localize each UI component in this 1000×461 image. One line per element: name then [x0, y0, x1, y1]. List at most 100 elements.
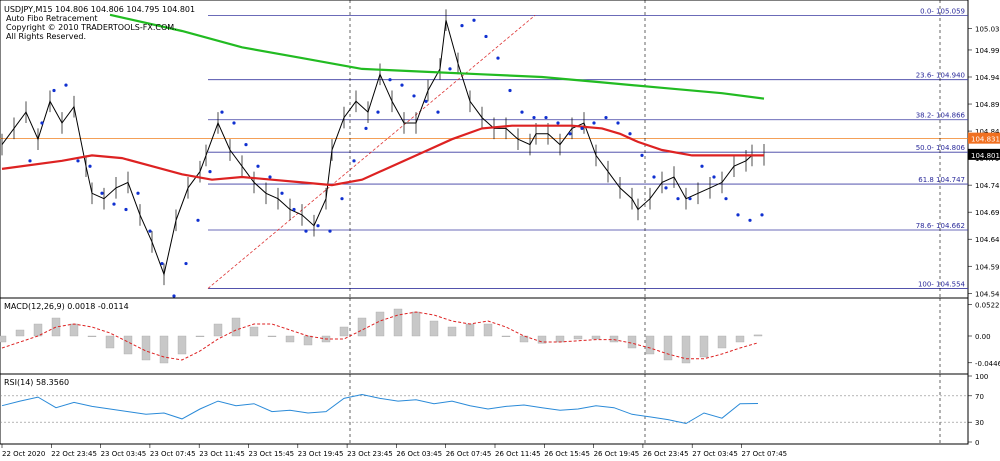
macd-histogram-bar — [537, 335, 547, 344]
sar-dot — [268, 175, 272, 179]
time-tick-label: 22 Oct 2020 — [2, 450, 45, 458]
sar-dot — [676, 197, 680, 201]
sar-dot — [100, 191, 104, 195]
sar-dot — [364, 126, 368, 130]
macd-histogram-bar — [663, 335, 673, 361]
ma-price-badge — [968, 132, 1000, 144]
macd-histogram-bar — [339, 326, 349, 337]
time-tick-label: 27 Oct 03:45 — [692, 450, 738, 458]
sar-dot — [280, 191, 284, 195]
price-line — [1, 20, 765, 277]
macd-histogram-bar — [627, 335, 637, 349]
rsi-y-axis: 100 70 30 0 — [968, 373, 988, 447]
indicator-name: Auto Fibo Retracement — [6, 14, 98, 23]
sar-dot — [232, 121, 236, 125]
sar-dot — [724, 197, 728, 201]
sar-dot — [256, 164, 260, 168]
macd-histogram-bar — [69, 323, 79, 337]
sar-dot — [160, 261, 164, 266]
macd-histogram-bar — [105, 335, 115, 349]
macd-histogram-bar — [357, 317, 367, 337]
sar-dot — [124, 207, 128, 212]
time-tick-label: 23 Oct 15:45 — [249, 450, 295, 458]
macd-histogram-bar — [195, 335, 205, 338]
macd-histogram-bar — [555, 335, 565, 343]
fibo-levels: 0.0- 105.059 23.6- 104.940 38.2- 104.866 50… — [0, 7, 968, 289]
rsi-separators — [0, 374, 968, 444]
fibo-level-label: 38.2- 104.866 — [916, 112, 966, 120]
macd-histogram-bar — [393, 308, 403, 337]
macd-histogram-bar — [735, 335, 745, 343]
sar-dot — [304, 229, 308, 233]
macd-histogram-bar — [483, 323, 493, 337]
sar-dot — [400, 83, 404, 87]
sar-dot — [556, 121, 560, 125]
sar-dot — [496, 56, 500, 60]
time-tick-label: 23 Oct 07:45 — [150, 450, 196, 458]
time-tick-label: 23 Oct 19:45 — [298, 450, 344, 458]
macd-histogram-bar — [573, 335, 583, 340]
ma-price-badge-label: 104.831 — [971, 136, 1000, 144]
current-price-badge-label: 104.801 — [971, 152, 1000, 160]
macd-histogram-bar — [591, 335, 601, 340]
sar-dot — [604, 115, 608, 120]
sar-dot — [748, 218, 752, 222]
sar-dot — [112, 202, 116, 206]
price-y-tick-label: 104.845 — [975, 128, 1000, 136]
price-y-tick-label: 104.895 — [975, 101, 1000, 109]
price-y-tick-label: 104.745 — [975, 182, 1000, 190]
sar-dot — [220, 110, 224, 114]
rsi-series — [1, 393, 759, 425]
time-tick-label: 26 Oct 07:45 — [446, 450, 492, 458]
sar-dot — [508, 88, 512, 93]
sar-dot — [760, 213, 764, 217]
sar-dot — [460, 24, 464, 28]
fibo-trend-line — [207, 15, 536, 289]
macd-histogram-bar — [87, 335, 97, 338]
sar-dot — [640, 153, 644, 158]
sar-dot — [52, 88, 56, 93]
price-pane: 0.0- 105.059 23.6- 104.940 38.2- 104.866 50… — [0, 0, 1000, 299]
price-y-tick-label: 104.645 — [975, 236, 1000, 244]
sar-dot — [88, 164, 92, 168]
macd-histogram-bar — [15, 329, 25, 337]
macd-histogram-bar — [501, 335, 511, 338]
fibo-level-label: 100- 104.554 — [918, 280, 966, 288]
time-tick-label: 27 Oct 07:45 — [742, 450, 788, 458]
macd-histogram-bar — [645, 335, 655, 355]
rsi-y-tick-label: 100 — [975, 373, 988, 381]
sar-dot — [712, 175, 716, 179]
symbol-title: USDJPY,M15 104.806 104.806 104.795 104.8… — [4, 5, 195, 14]
time-axis: 22 Oct 2020 22 Oct 23:45 23 Oct 03:45 23 Oc… — [1, 444, 788, 458]
sar-dot — [700, 164, 704, 168]
macd-histogram-bar — [123, 335, 133, 355]
rsi-y-tick-label: 30 — [975, 419, 984, 427]
rsi-label: RSI(14) 58.3560 — [4, 378, 69, 387]
sar-dot — [148, 229, 152, 233]
time-tick-label: 23 Oct 03:45 — [101, 450, 147, 458]
macd-series — [0, 308, 763, 364]
copyright-text: Copyright © 2010 TRADERTOOLS-FX.COM. — [6, 23, 177, 32]
sar-dot — [28, 159, 32, 163]
macd-histogram-bar — [609, 335, 619, 343]
current-price-badge — [968, 148, 1000, 160]
sar-dot — [40, 121, 44, 125]
macd-histogram-bar — [753, 334, 763, 337]
price-y-tick-label: 104.695 — [975, 209, 1000, 217]
fibo-level-label: 0.0- 105.059 — [920, 7, 965, 15]
sar-dot — [184, 261, 188, 266]
price-y-tick-label: 104.945 — [975, 74, 1000, 82]
sar-dot — [64, 83, 68, 87]
price-y-tick-label: 104.995 — [975, 47, 1000, 55]
time-tick-label: 23 Oct 23:45 — [347, 450, 393, 458]
rights-text: All Rights Reserved. — [6, 32, 86, 41]
sar-dot — [424, 99, 428, 103]
time-tick-label: 26 Oct 23:45 — [643, 450, 689, 458]
macd-histogram-bar — [717, 335, 727, 349]
time-tick-label: 26 Oct 03:45 — [396, 450, 442, 458]
macd-histogram-bar — [0, 335, 7, 343]
macd-histogram-bar — [213, 323, 223, 337]
sar-dot — [244, 142, 248, 147]
fibo-level-label: 50.0- 104.806 — [916, 144, 966, 152]
